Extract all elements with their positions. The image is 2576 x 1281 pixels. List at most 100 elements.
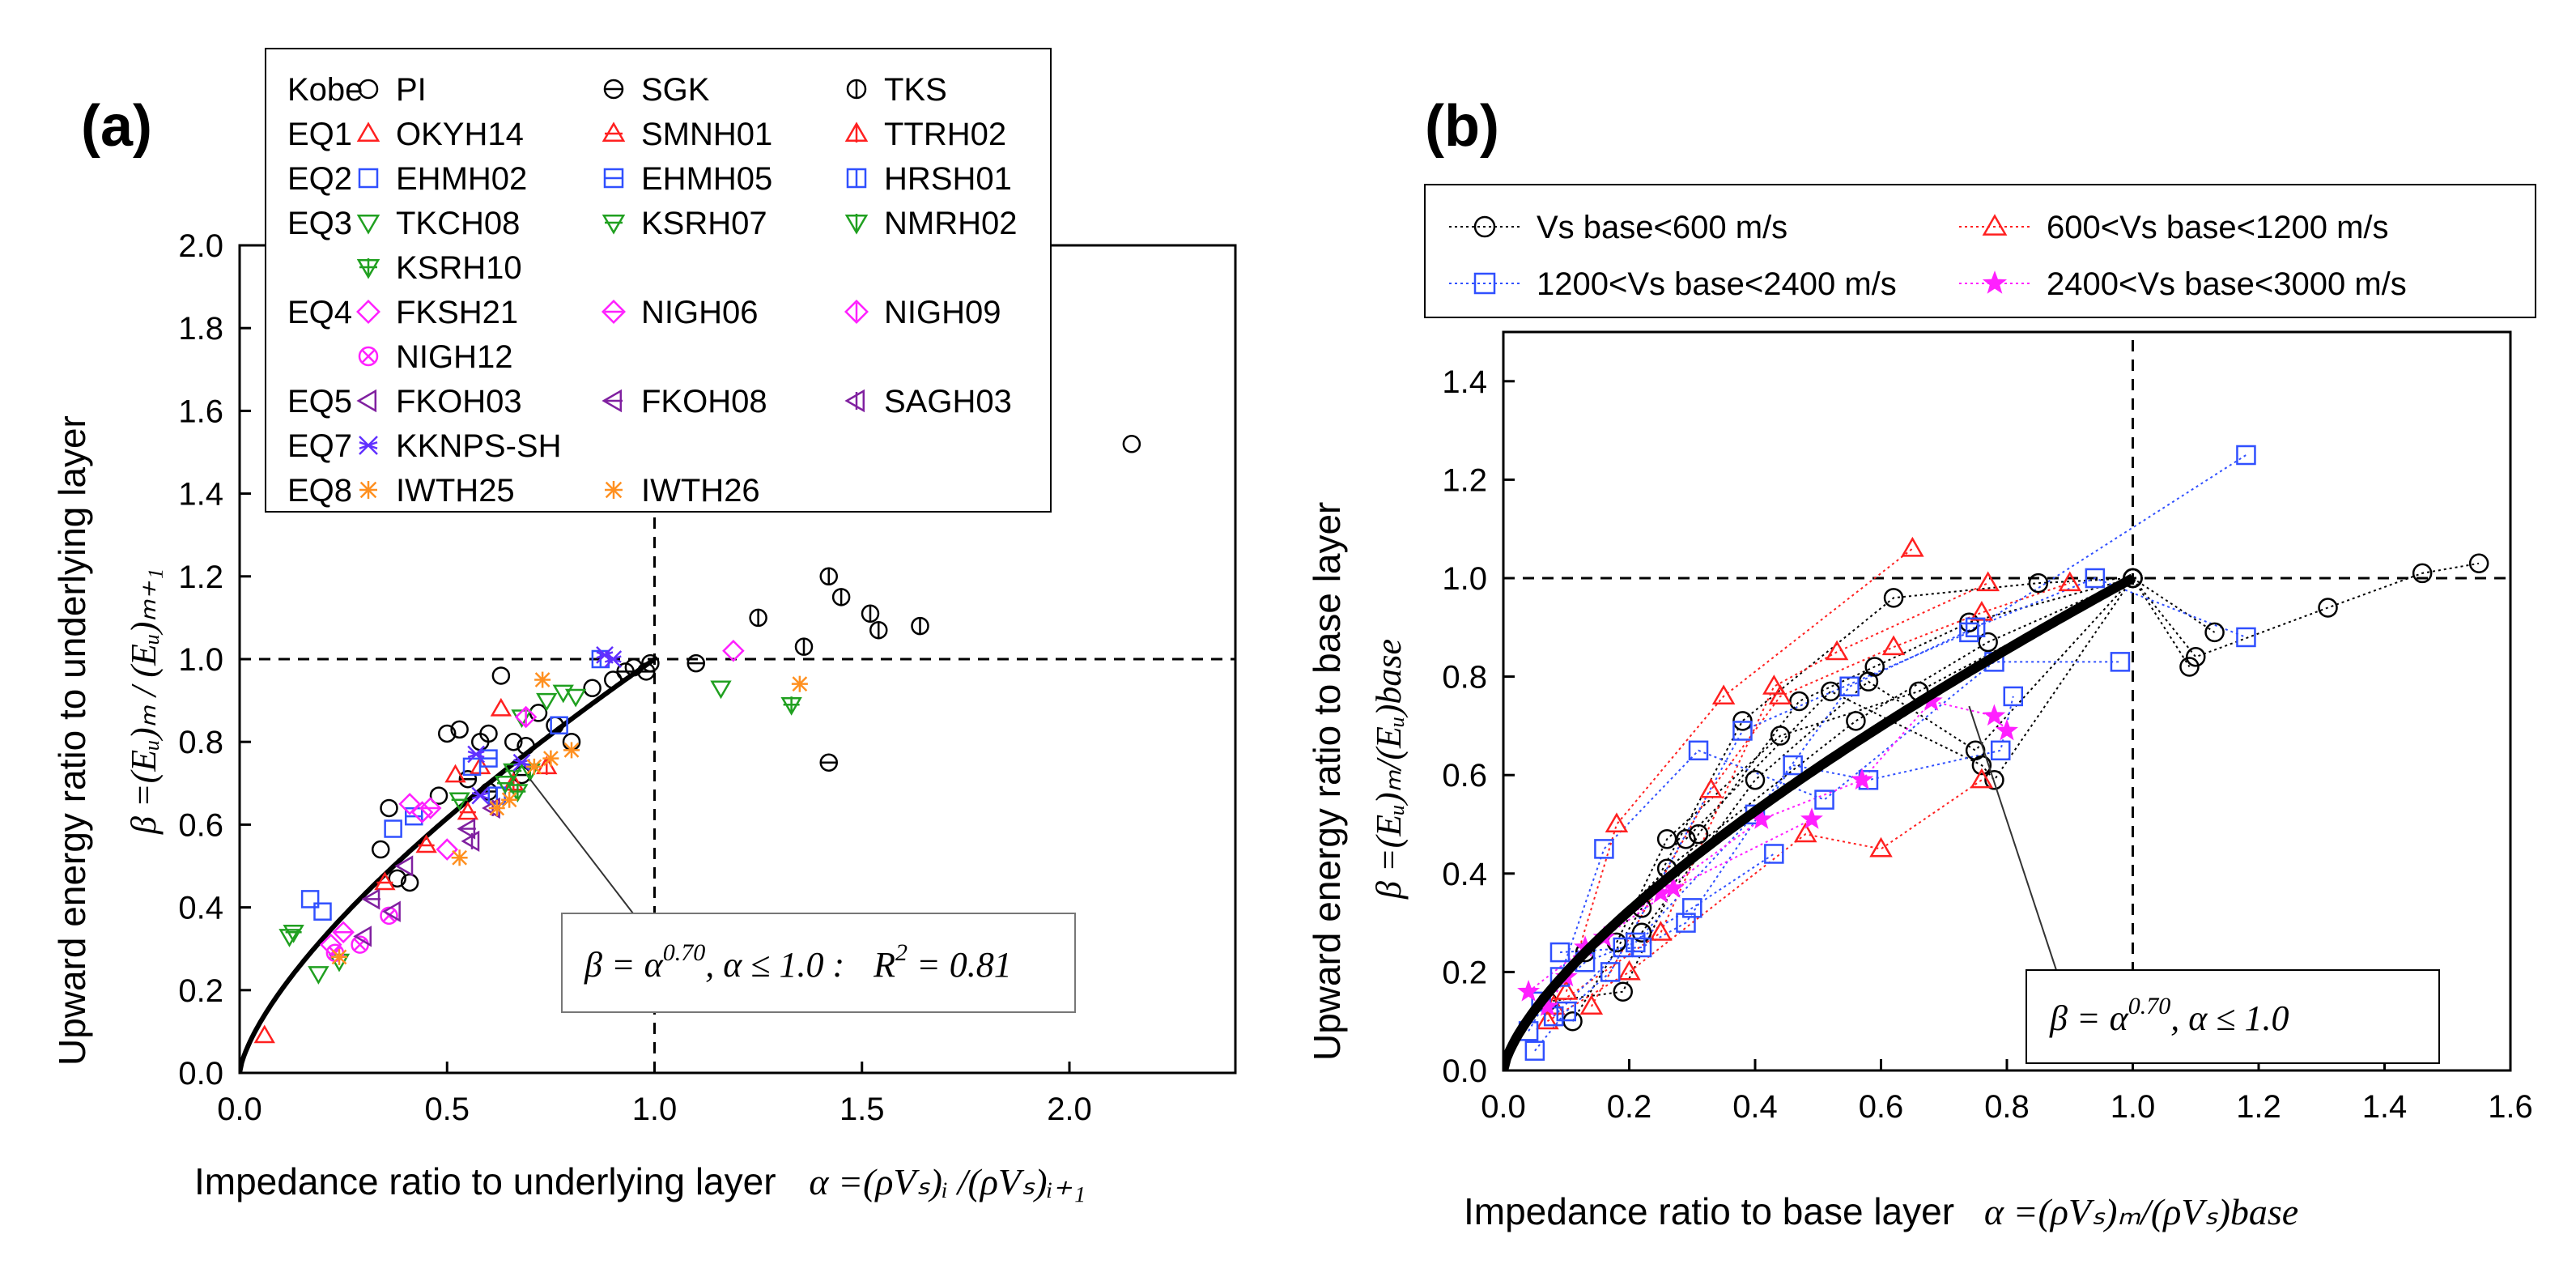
panel-a-legend-label-hrsh01: HRSH01 bbox=[884, 161, 1012, 197]
panel-b-point-600-vs-base-1200-m-s bbox=[1649, 921, 1673, 941]
panel-a-point-iwth25 bbox=[791, 675, 808, 692]
panel-a-legend-marker-pi bbox=[358, 79, 379, 100]
panel-b-point-1200-vs-base-2400-m-s bbox=[1764, 844, 1784, 864]
panel-a-legend-marker-iwth26 bbox=[605, 481, 623, 499]
panel-b-ytick-label: 0.2 bbox=[1442, 955, 1487, 990]
panel-a-point-pi bbox=[429, 786, 448, 805]
panel-a-point-ehmh02 bbox=[384, 819, 402, 838]
panel-a-point-pi bbox=[504, 732, 523, 751]
panel-a-point-pi bbox=[604, 670, 623, 689]
panel-b-point-1200-vs-base-2400-m-s bbox=[2236, 445, 2256, 466]
panel-b-chart: 0.0 0.2 0.4 0.6 0.8 1.0 1.2 1.4 1.6 0.0 0.2 0.4 0.6 0… bbox=[1306, 184, 2536, 1232]
panel-a-legend-marker-fksh21 bbox=[356, 300, 380, 324]
panel-b-point-1200-vs-base-2400-m-s bbox=[1959, 622, 1979, 643]
panel-b-legend-label-1200-vs-base-2400-m-s: 1200<Vs base<2400 m/s bbox=[1537, 266, 1897, 302]
panel-a-legend-label-nmrh02: NMRH02 bbox=[884, 206, 1017, 241]
panel-a-legend-label-fkoh08: FKOH08 bbox=[641, 384, 767, 419]
panel-a-point-iwth25 bbox=[488, 799, 505, 816]
panel-a-legend-marker-sagh03 bbox=[844, 389, 865, 413]
panel-a-ylabel-text: Upward energy ratio to underlying layer bbox=[51, 415, 93, 1066]
panel-a-point-iwth25 bbox=[534, 671, 551, 688]
panel-a-legend-label-ksrh10: KSRH10 bbox=[396, 250, 522, 286]
panel-a-points bbox=[253, 435, 1141, 1044]
panel-a-legend-label-nigh06: NIGH06 bbox=[641, 295, 759, 330]
panel-a-ytick-label: 0.4 bbox=[178, 891, 223, 926]
panel-a-point-okyh14 bbox=[444, 764, 466, 783]
panel-a-ytick-label: 0.0 bbox=[178, 1056, 223, 1092]
panel-b-point-vs-base-600-m-s bbox=[1656, 828, 1677, 849]
panel-a-point-kknps-sh bbox=[512, 753, 531, 772]
panel-a-legend-label-ksrh07: KSRH07 bbox=[641, 206, 767, 241]
panel-b-legend-box bbox=[1424, 184, 2536, 318]
panel-a-legend-label-sagh03: SAGH03 bbox=[884, 384, 1012, 419]
panel-b-point-1200-vs-base-2400-m-s bbox=[2236, 627, 2256, 648]
panel-b-xtick-label: 0.6 bbox=[1859, 1089, 1904, 1125]
panel-b-point-1200-vs-base-2400-m-s bbox=[1732, 721, 1753, 741]
panel-b-legend-marker-1200-vs-base-2400-m-s bbox=[1473, 272, 1496, 295]
panel-b-point-vs-base-600-m-s bbox=[2179, 657, 2200, 677]
panel-b-point-1200-vs-base-2400-m-s bbox=[1543, 1006, 1564, 1027]
panel-b-profile-lines bbox=[1528, 454, 2480, 1052]
panel-b-point-600-vs-base-1200-m-s bbox=[1617, 960, 1641, 981]
panel-a-legend-group: EQ1 bbox=[287, 117, 352, 152]
panel-a-xtick-label: 0.0 bbox=[217, 1092, 262, 1127]
panel-b-point-vs-base-600-m-s bbox=[1821, 681, 1841, 702]
panel-a-legend-marker-iwth25 bbox=[359, 481, 377, 499]
panel-b-point-2400-vs-base-3000-m-s bbox=[1996, 718, 2018, 741]
panel-a-legend-label-fksh21: FKSH21 bbox=[396, 295, 518, 330]
panel-b-profile-1200-vs-base-2400-m-s bbox=[1534, 454, 2247, 1052]
panel-b-profile-600-vs-base-1200-m-s bbox=[1565, 547, 1914, 992]
panel-a-chart: 0.0 0.5 1.0 1.5 2.0 0.0 0.2 0.4 0.6 0.8 1.0 1.2 1.4 1… bbox=[51, 48, 1237, 1202]
panel-a-legend-marker-ehmh02 bbox=[358, 168, 379, 189]
panel-a-point-tks bbox=[831, 588, 851, 606]
panel-b-point-vs-base-600-m-s bbox=[1846, 711, 1866, 731]
panel-a-point-nigh06 bbox=[419, 797, 442, 819]
panel-a-point-fksh21 bbox=[398, 793, 421, 815]
panel-b-point-600-vs-base-1200-m-s bbox=[1768, 684, 1792, 704]
panel-a-legend-label-ehmh05: EHMH05 bbox=[641, 161, 772, 197]
panel-b-point-600-vs-base-1200-m-s bbox=[1825, 640, 1849, 661]
panel-b-point-vs-base-600-m-s bbox=[1883, 588, 1904, 608]
panel-b-point-1200-vs-base-2400-m-s bbox=[1524, 1041, 1545, 1061]
panel-b-point-600-vs-base-1200-m-s bbox=[1901, 536, 1924, 557]
panel-b-point-vs-base-600-m-s bbox=[2318, 598, 2338, 618]
panel-a-point-iwth26 bbox=[563, 742, 580, 759]
panel-b-point-1200-vs-base-2400-m-s bbox=[1839, 676, 1860, 697]
panel-a-point-smnh01 bbox=[415, 834, 437, 853]
panel-b-point-vs-base-600-m-s bbox=[2186, 647, 2206, 667]
panel-a-legend: Kobe PI SGK TKS EQ1 OKYH14 SMNH01 TTRH02 EQ2 EHMH… bbox=[287, 72, 1017, 509]
panel-b-point-vs-base-600-m-s bbox=[1676, 828, 1696, 849]
panel-a-point-nigh06 bbox=[332, 921, 355, 944]
panel-a-point-ksrh07 bbox=[283, 925, 304, 943]
panel-b-point-1200-vs-base-2400-m-s bbox=[1631, 937, 1652, 958]
panel-b-point-1200-vs-base-2400-m-s bbox=[1814, 789, 1834, 810]
panel-a-xtick-label: 0.5 bbox=[424, 1092, 470, 1127]
panel-a-point-tks bbox=[819, 567, 838, 586]
panel-b-point-600-vs-base-1200-m-s bbox=[1869, 836, 1893, 858]
panel-a-legend-group: EQ5 bbox=[287, 384, 352, 419]
panel-a-point-tks bbox=[911, 616, 929, 636]
panel-a-legend-marker-nigh09 bbox=[844, 300, 869, 324]
panel-a-point-nigh09 bbox=[514, 705, 538, 729]
panel-a-point-ksrh10 bbox=[780, 696, 802, 716]
panel-a-point-pi bbox=[624, 658, 644, 677]
panel-b-point-600-vs-base-1200-m-s bbox=[1536, 1009, 1559, 1030]
panel-b-xtick-label: 0.4 bbox=[1732, 1089, 1778, 1125]
panel-a-legend-marker-ksrh07 bbox=[601, 214, 626, 235]
panel-a-point-pi bbox=[450, 720, 469, 739]
panel-b-point-vs-base-600-m-s bbox=[1984, 770, 2004, 790]
panel-b-xlabel-text: Impedance ratio to base layer bbox=[1464, 1190, 1954, 1232]
panel-b-xtick-label: 0.2 bbox=[1607, 1089, 1652, 1125]
panel-b-point-1200-vs-base-2400-m-s bbox=[1626, 932, 1646, 953]
panel-b-legend-marker-vs-base-600-m-s bbox=[1473, 215, 1496, 238]
panel-a-legend-marker-nigh12 bbox=[358, 346, 379, 367]
panel-a-legend-marker-ksrh10 bbox=[356, 258, 380, 279]
panel-b-xtick-label: 1.0 bbox=[2111, 1089, 2156, 1125]
panel-a-point-fksh21 bbox=[436, 838, 459, 861]
panel-a-point-fkoh03 bbox=[353, 926, 372, 947]
panel-b-xtick-label: 0.8 bbox=[1984, 1089, 2030, 1125]
panel-b-profile-vs-base-600-m-s bbox=[1584, 577, 2216, 953]
panel-b-point-vs-base-600-m-s bbox=[1978, 632, 1998, 653]
panel-a-point-ehmh02 bbox=[300, 890, 320, 909]
